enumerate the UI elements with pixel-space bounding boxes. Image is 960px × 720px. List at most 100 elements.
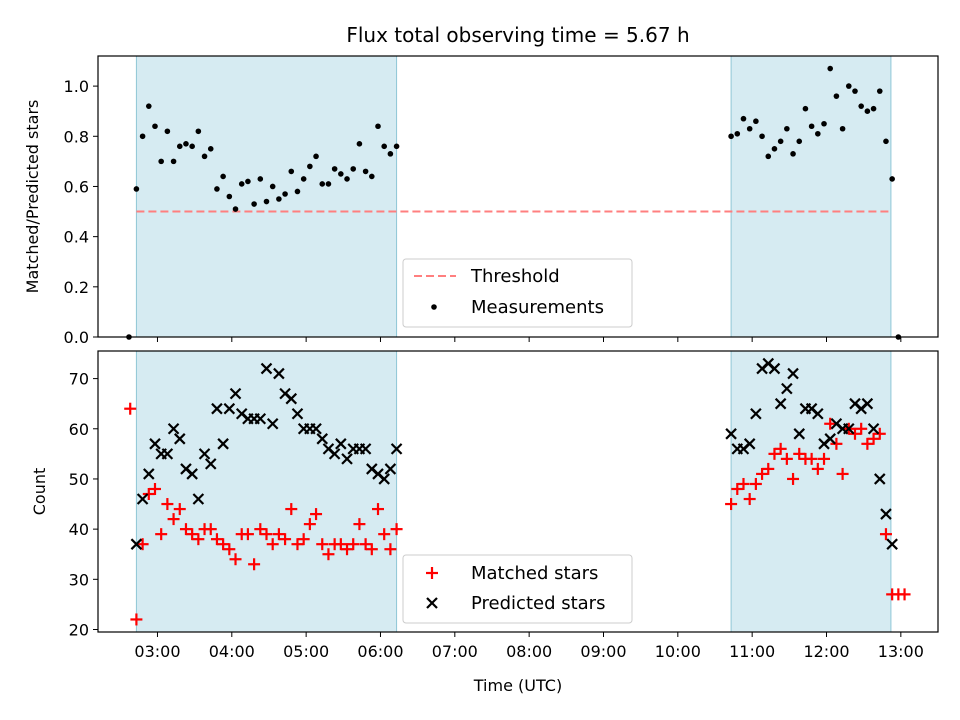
matched-star-point bbox=[353, 518, 366, 531]
measurement-point bbox=[170, 158, 177, 165]
measurement-point bbox=[790, 151, 796, 157]
matched-star-point bbox=[780, 452, 793, 465]
predicted-star-point bbox=[824, 433, 836, 445]
matched-star-point bbox=[818, 452, 831, 465]
predicted-star-point bbox=[291, 407, 304, 420]
legend-matched-swatch bbox=[426, 567, 438, 579]
measurement-point bbox=[269, 183, 276, 190]
matched-star-point bbox=[811, 462, 824, 475]
matched-star-point bbox=[210, 533, 223, 546]
matched-star-point bbox=[787, 472, 800, 485]
measurement-point bbox=[220, 173, 226, 180]
ratio-panel-frame bbox=[97, 55, 939, 338]
y-tick-label: 0.6 bbox=[64, 177, 89, 196]
measurement-point bbox=[356, 141, 363, 147]
measurement-point bbox=[753, 118, 759, 125]
predicted-star-point bbox=[130, 538, 143, 550]
measurement-point bbox=[214, 186, 220, 192]
measurement-point bbox=[827, 65, 834, 72]
predicted-star-point bbox=[223, 402, 236, 415]
measurement-point bbox=[325, 181, 332, 187]
matched-star-point bbox=[142, 488, 155, 501]
measurement-point bbox=[226, 193, 233, 200]
matched-star-point bbox=[204, 523, 217, 536]
measurement-point bbox=[852, 88, 858, 94]
figure-title: Flux total observing time = 5.67 h bbox=[346, 23, 689, 47]
measurement-point bbox=[195, 128, 202, 135]
measurement-point bbox=[331, 166, 338, 172]
predicted-star-point bbox=[211, 402, 223, 415]
matched-star-point bbox=[359, 538, 372, 551]
y-tick-label: 40 bbox=[69, 520, 89, 539]
predicted-star-point bbox=[260, 362, 273, 375]
x-tick-label: 13:00 bbox=[878, 642, 924, 661]
measurement-point bbox=[802, 105, 809, 112]
ratio-panel: 0.0 0.2 0.4 0.6 0.8 1.0 Matched/Predicted sta… bbox=[23, 55, 939, 347]
matched-star-point bbox=[390, 523, 403, 536]
predicted-star-point bbox=[861, 397, 874, 410]
y-tick-label: 20 bbox=[69, 620, 89, 639]
count-panel-frame bbox=[97, 350, 939, 633]
observing-window bbox=[135, 350, 398, 633]
predicted-star-point bbox=[812, 407, 824, 420]
legend-predicted-label: Predicted stars bbox=[471, 593, 605, 614]
measurement-point bbox=[164, 128, 171, 135]
legend-predicted-swatch bbox=[426, 597, 438, 609]
measurement-point bbox=[152, 123, 158, 130]
matched-star-point bbox=[768, 447, 781, 460]
y-tick-label: 0.8 bbox=[64, 127, 89, 146]
measurement-point bbox=[307, 163, 313, 170]
matched-star-point bbox=[161, 498, 174, 511]
measurement-point bbox=[808, 123, 815, 130]
predicted-star-point bbox=[880, 508, 892, 520]
measurement-point bbox=[288, 168, 295, 175]
measurement-point bbox=[387, 151, 394, 157]
matched-star-point bbox=[155, 528, 168, 541]
measurement-point bbox=[263, 198, 270, 205]
predicted-star-point bbox=[136, 493, 149, 505]
predicted-star-point bbox=[725, 428, 737, 440]
measurement-point bbox=[133, 186, 140, 192]
matched-star-point bbox=[873, 427, 886, 440]
matched-star-point bbox=[879, 528, 892, 541]
matched-star-point bbox=[384, 543, 397, 556]
predicted-star-point bbox=[149, 438, 161, 450]
predicted-star-point bbox=[285, 392, 298, 405]
predicted-star-point bbox=[310, 422, 322, 435]
predicted-star-point bbox=[750, 407, 762, 420]
matched-star-point bbox=[248, 558, 261, 571]
measurement-point bbox=[313, 153, 319, 160]
predicted-star-point bbox=[217, 438, 229, 450]
measurement-point bbox=[375, 123, 381, 130]
measurement-point bbox=[845, 83, 852, 89]
measurement-point bbox=[232, 206, 239, 212]
matched-star-point bbox=[266, 538, 279, 551]
measurement-point bbox=[393, 143, 400, 150]
predicted-star-point bbox=[335, 438, 347, 450]
measurement-point bbox=[821, 120, 827, 127]
predicted-star-point bbox=[273, 367, 285, 380]
predicted-star-point bbox=[843, 422, 855, 435]
matched-star-point bbox=[793, 447, 806, 460]
observing-window bbox=[135, 55, 398, 338]
matched-star-point bbox=[737, 477, 750, 490]
measurement-point bbox=[257, 176, 264, 182]
x-tick-label: 03:00 bbox=[134, 642, 180, 661]
measurement-point bbox=[300, 176, 307, 182]
matched-star-point bbox=[731, 482, 744, 495]
y-tick-label: 0.0 bbox=[64, 328, 89, 347]
y-tick-label: 0.4 bbox=[64, 228, 89, 247]
measurement-point bbox=[350, 166, 357, 172]
predicted-star-point bbox=[266, 417, 279, 430]
matched-star-point bbox=[136, 538, 149, 551]
matched-star-point bbox=[805, 452, 818, 465]
matched-star-point bbox=[316, 538, 329, 551]
matched-star-point bbox=[229, 553, 242, 566]
measurement-point bbox=[833, 93, 840, 99]
matched-star-point bbox=[130, 613, 143, 626]
predicted-star-point bbox=[867, 422, 880, 435]
measurement-point bbox=[815, 130, 821, 137]
predicted-star-point bbox=[384, 463, 397, 475]
measurement-point bbox=[876, 88, 883, 94]
